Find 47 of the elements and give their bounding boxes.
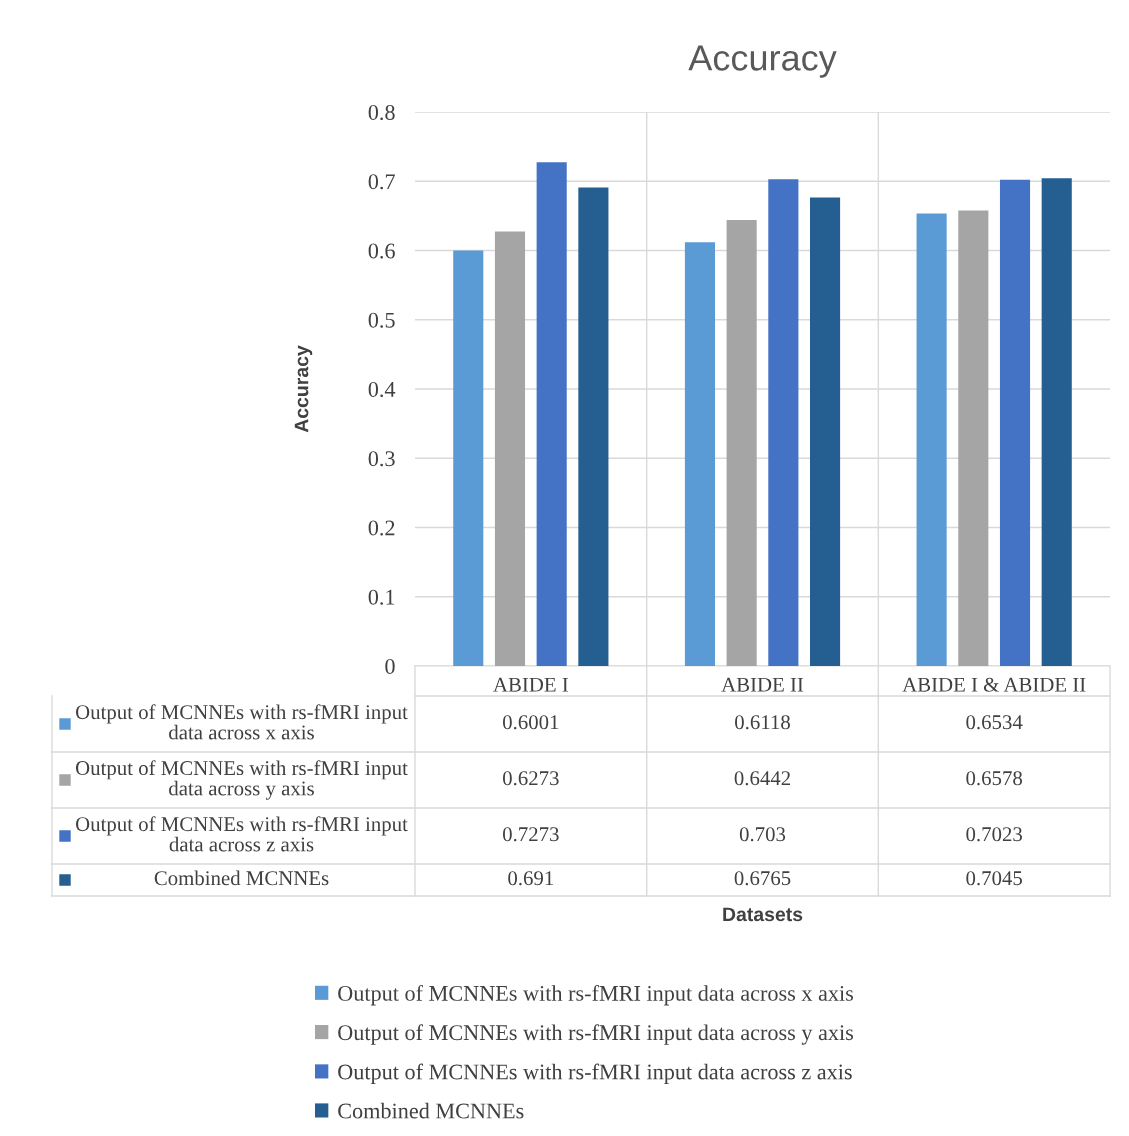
data-label: 0.7273 — [502, 827, 559, 842]
text: Output of MCNNEs with rs-fMRI input data across x axis — [338, 985, 854, 1006]
data-label: 0.6442 — [734, 771, 790, 786]
text: Output of MCNNEs with rs-fMRI input data across y axis — [338, 1024, 854, 1045]
x-tick-label: ABIDE I — [493, 677, 568, 692]
bar — [453, 250, 484, 666]
data-label: 0.6273 — [502, 771, 559, 786]
data-label: 0.691 — [508, 871, 554, 886]
bar — [578, 187, 609, 666]
bar — [684, 242, 716, 666]
data-label: 0.6118 — [735, 715, 790, 730]
data-label: 0.6578 — [966, 771, 1023, 786]
y-tick-label: 0.3 — [368, 451, 395, 467]
bar — [916, 213, 947, 666]
bar — [958, 210, 989, 666]
y-tick-label: 0.7 — [368, 174, 395, 190]
legend-label: Output of MCNNEs with rs-fMRI input data across y axis — [75, 760, 408, 800]
y-tick-label: 0.4 — [368, 381, 396, 398]
chart-title: Accuracy — [688, 45, 837, 78]
data-label: 0.7023 — [966, 827, 1022, 842]
bar — [494, 231, 526, 666]
legend-label: Output of MCNNEs with rs-fMRI input data across x axis — [75, 704, 408, 740]
y-tick-label: 0.2 — [368, 520, 395, 536]
y-tick-label: 0.5 — [368, 312, 395, 328]
data-label: 0.6001 — [502, 715, 559, 730]
legend-label: Combined MCNNEs — [338, 1102, 524, 1119]
y-tick-label: 0 — [385, 658, 395, 674]
data-label: 0.7045 — [966, 871, 1022, 886]
y-tick-label: 0.1 — [368, 589, 395, 605]
bar — [536, 162, 567, 666]
y-axis-title: Accuracy — [294, 345, 313, 433]
y-tick-label: 0.6 — [368, 243, 395, 259]
legend-label: Output of MCNNEs with rs-fMRI input data across z axis — [75, 816, 408, 852]
data-label: 0.6534 — [966, 715, 1023, 730]
text: Output of MCNNEs with rs-fMRI input data across z axis — [338, 1063, 852, 1084]
y-tick-label: 0.8 — [368, 104, 395, 121]
x-tick-label: ABIDE I & ABIDE II — [902, 677, 1086, 692]
data-label: 0.703 — [739, 827, 786, 842]
bar — [999, 179, 1031, 666]
data-label: 0.6765 — [734, 871, 791, 886]
bar — [809, 197, 841, 666]
bar — [1041, 178, 1072, 666]
text: Datasets — [723, 907, 803, 922]
x-tick-label: ABIDE II — [721, 677, 804, 692]
text: Combined MCNNEs — [154, 870, 329, 886]
bar — [768, 179, 799, 666]
bar — [726, 219, 757, 666]
